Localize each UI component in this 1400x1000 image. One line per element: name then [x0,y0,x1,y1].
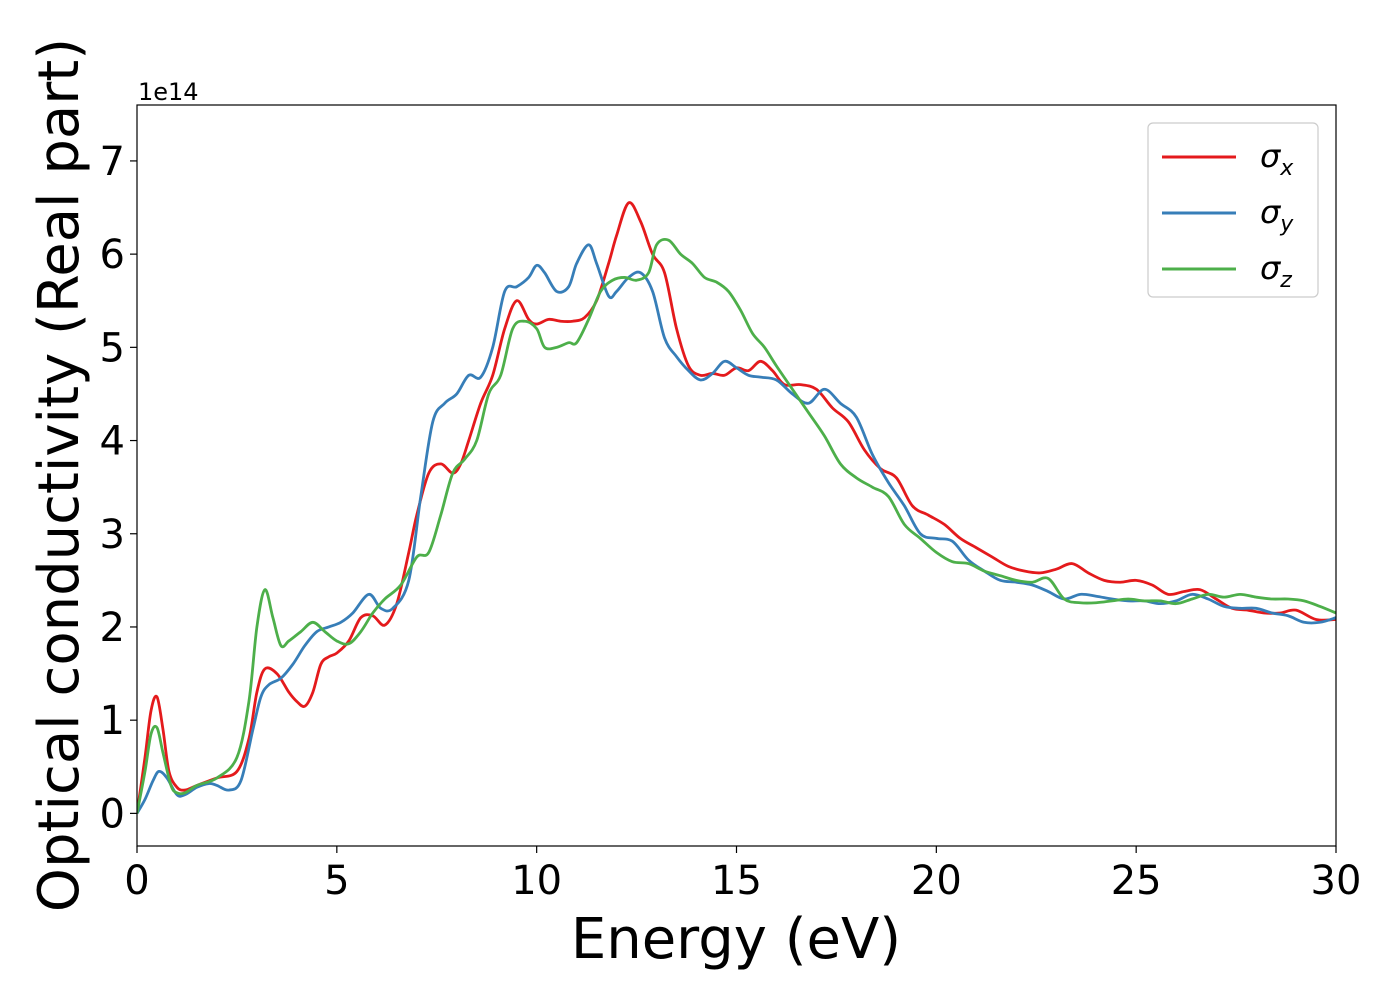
x-axis: 0 5 10 15 20 25 30 [124,846,1361,904]
series-line-x [137,201,1336,814]
series-line-z [137,238,1336,814]
x-axis-label: Energy (eV) [571,907,901,972]
x-tick-label: 20 [911,858,962,904]
legend-subscript: z [1279,268,1292,293]
legend-symbol: σ [1260,137,1282,175]
x-tick-label: 30 [1311,858,1362,904]
y-tick-label: 1 [100,698,125,744]
x-tick-label: 10 [511,858,562,904]
y-axis: 0 1 2 3 4 5 6 7 [100,139,137,837]
x-tick-label: 0 [124,858,149,904]
y-tick-label: 5 [100,325,125,371]
y-tick-label: 6 [100,232,125,278]
y-tick-label: 7 [100,139,125,185]
legend-label-x: σx [1260,137,1294,181]
x-tick-label: 5 [324,858,349,904]
series-layer [137,201,1336,815]
series-line-y [137,243,1336,815]
legend-label-z: σz [1260,249,1292,293]
y-tick-label: 3 [100,512,125,558]
legend-box [1147,122,1319,298]
y-tick-label: 2 [100,605,125,651]
legend-subscript: y [1279,212,1294,237]
y-tick-label: 0 [100,791,125,837]
x-tick-label: 15 [711,858,762,904]
y-axis-label: Optical conductivity (Real part) [27,38,92,912]
y-tick-label: 4 [100,419,125,465]
legend-symbol: σ [1260,193,1282,231]
legend-subscript: x [1279,156,1294,181]
legend-label-y: σy [1260,193,1294,237]
x-tick-label: 25 [1111,858,1162,904]
y-offset-label: 1e14 [138,78,199,106]
legend-symbol: σ [1260,249,1282,287]
